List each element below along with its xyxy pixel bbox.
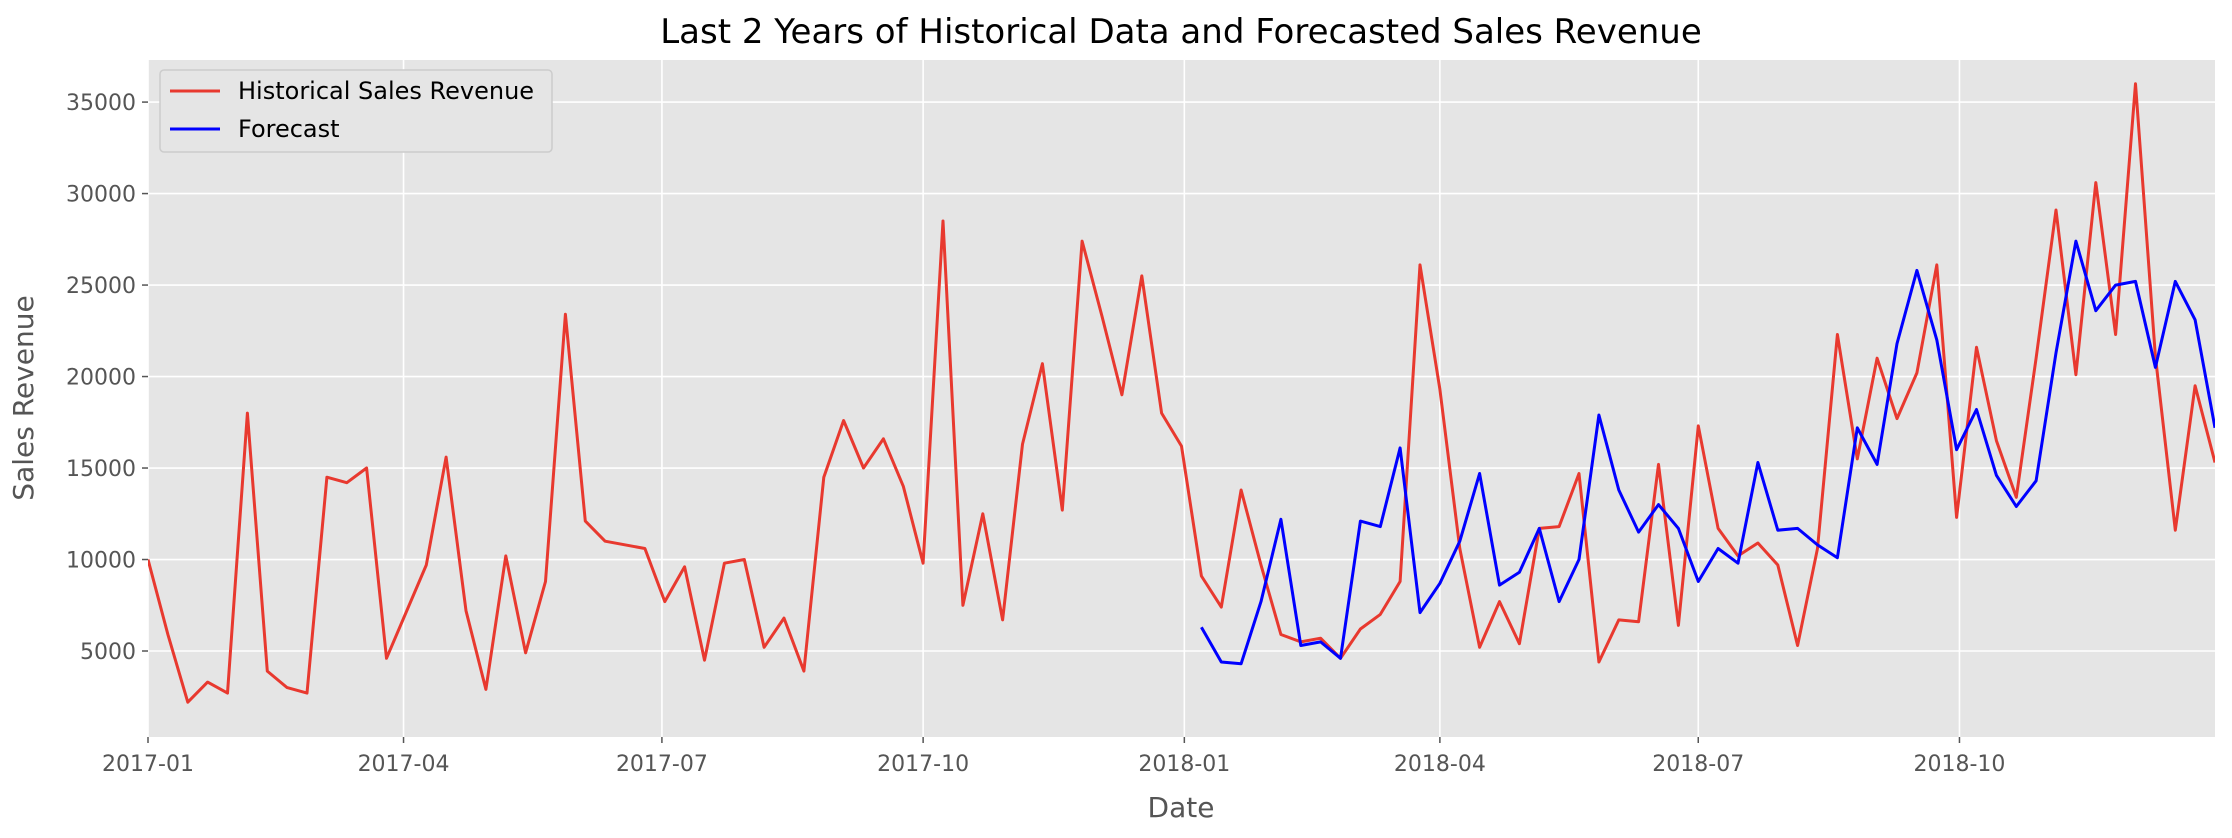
legend-label-forecast: Forecast [238,115,340,143]
x-tick-label: 2018-04 [1394,752,1486,777]
x-axis-label: Date [1148,791,1215,824]
legend: Historical Sales Revenue Forecast [159,69,553,153]
series-layer [148,82,2215,704]
x-tick-label: 2017-10 [877,752,969,777]
legend-box [159,69,553,153]
series-line-historical-sales-revenue [148,82,2215,704]
y-axis-label: Sales Revenue [7,295,40,500]
x-tick-label: 2018-07 [1652,752,1744,777]
x-axis-ticks: 2017-01 2017-04 2017-07 2017-10 2018-01 2018-… [102,737,2005,777]
x-tick-label: 2017-04 [358,752,450,777]
y-tick-label: 5000 [80,640,136,665]
y-tick-label: 20000 [66,366,136,391]
x-tick-label: 2017-07 [616,752,708,777]
series-line-forecast [1200,239,2215,666]
y-axis-ticks: 5000 10000 15000 20000 25000 30000 35000 [66,91,148,665]
x-tick-label: 2018-01 [1138,752,1230,777]
x-tick-label: 2017-01 [102,752,194,777]
chart-title: Last 2 Years of Historical Data and Fore… [660,12,1702,52]
y-tick-label: 10000 [66,549,136,574]
y-tick-label: 30000 [66,183,136,208]
legend-label-historical: Historical Sales Revenue [238,77,534,105]
y-tick-label: 35000 [66,91,136,116]
y-tick-label: 25000 [66,274,136,299]
x-tick-label: 2018-10 [1914,752,2006,777]
y-tick-label: 15000 [66,457,136,482]
